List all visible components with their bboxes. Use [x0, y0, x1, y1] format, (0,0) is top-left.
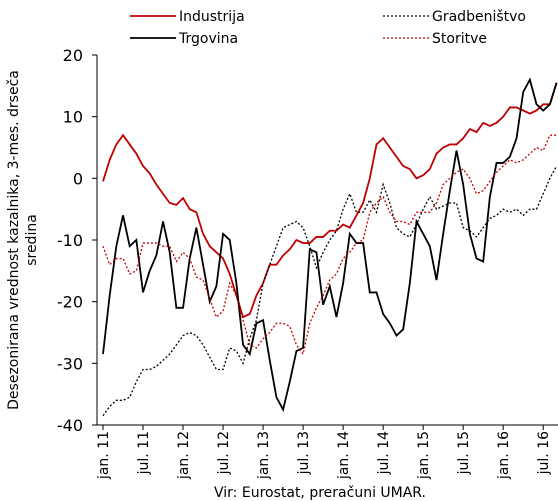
x-tick-label: jan. 16	[496, 431, 512, 480]
y-axis-label: sredina	[24, 214, 40, 266]
y-tick-label: -40	[57, 416, 83, 435]
series-line	[102, 165, 558, 417]
y-tick-label: -30	[57, 354, 83, 373]
x-tick-label: jan. 13	[256, 431, 272, 480]
legend-label: Storitve	[432, 31, 487, 47]
y-tick-label: 0	[73, 169, 83, 188]
x-tick-label: jul. 11	[136, 431, 152, 475]
x-tick-label: jan. 11	[96, 431, 112, 480]
x-tick-label: jul. 12	[216, 431, 232, 475]
y-tick-label: -20	[57, 293, 83, 312]
x-tick-label: jul. 15	[456, 431, 472, 475]
series-line	[102, 82, 558, 319]
source: Vir: Eurostat, preračuni UMAR.	[214, 485, 426, 501]
series-line	[102, 77, 558, 413]
y-axis-label: Desezonirana vrednost kazalnika, 3-mes. …	[6, 70, 22, 410]
series-line	[102, 134, 557, 356]
x-tick-label: jul. 16	[536, 431, 552, 475]
x-tick-label: jan. 14	[336, 431, 352, 480]
y-tick-label: -10	[57, 231, 83, 250]
y-tick-label: 10	[63, 108, 83, 127]
x-tick-label: jul. 14	[376, 431, 392, 475]
legend-label: Trgovina	[178, 31, 238, 47]
legend-label: Gradbeništvo	[432, 9, 526, 25]
x-tick-label: jan. 15	[416, 431, 432, 480]
y-tick-label: 20	[63, 46, 83, 65]
legend-label: Industrija	[179, 9, 245, 25]
x-tick-label: jul. 13	[296, 431, 312, 475]
x-tick-label: jan. 12	[176, 431, 192, 480]
